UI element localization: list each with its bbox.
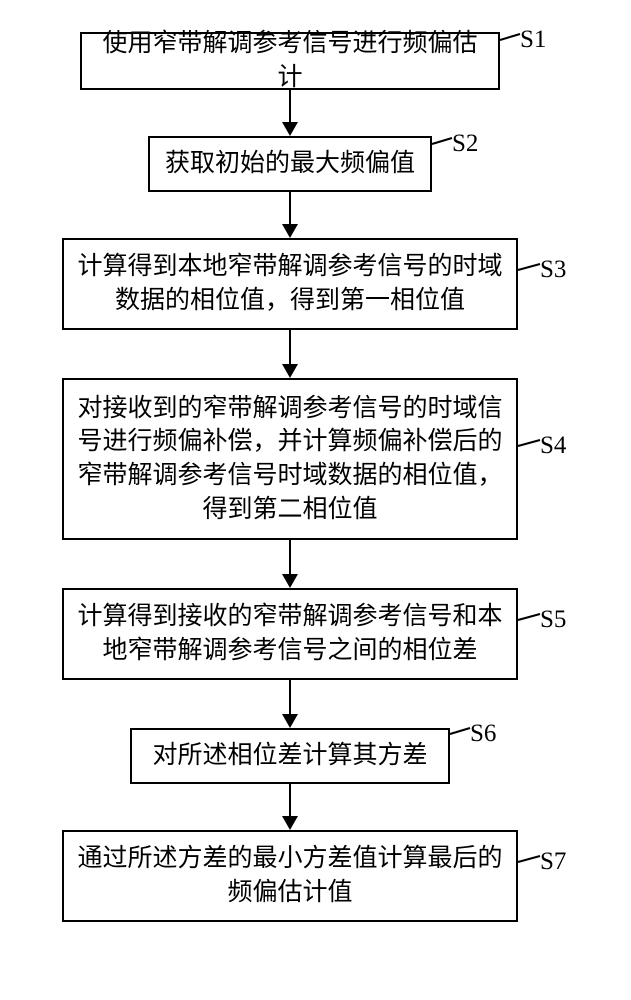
flow-node-s2-text: 获取初始的最大频偏值 bbox=[160, 147, 420, 181]
flow-label-s5: S5 bbox=[540, 606, 566, 634]
arrow-s4-s5-head bbox=[282, 574, 298, 588]
flow-node-s4: 对接收到的窄带解调参考信号的时域信号进行频偏补偿，并计算频偏补偿后的窄带解调参考… bbox=[62, 378, 518, 540]
flow-label-s6: S6 bbox=[470, 720, 496, 748]
connector-s1 bbox=[500, 34, 520, 40]
flow-label-s2: S2 bbox=[452, 130, 478, 158]
flow-node-s5: 计算得到接收的窄带解调参考信号和本地窄带解调参考信号之间的相位差 bbox=[62, 588, 518, 680]
arrow-s1-s2-line bbox=[289, 90, 291, 122]
connector-s5 bbox=[518, 614, 540, 620]
flow-node-s4-text: 对接收到的窄带解调参考信号的时域信号进行频偏补偿，并计算频偏补偿后的窄带解调参考… bbox=[74, 392, 506, 527]
arrow-s5-s6-head bbox=[282, 714, 298, 728]
connector-s7 bbox=[518, 856, 540, 862]
flow-node-s6: 对所述相位差计算其方差 bbox=[130, 728, 450, 784]
flow-label-s1: S1 bbox=[520, 26, 546, 54]
arrow-s2-s3-head bbox=[282, 224, 298, 238]
arrow-s1-s2-head bbox=[282, 122, 298, 136]
flow-node-s7: 通过所述方差的最小方差值计算最后的频偏估计值 bbox=[62, 830, 518, 922]
arrow-s3-s4-line bbox=[289, 330, 291, 364]
flow-node-s3-text: 计算得到本地窄带解调参考信号的时域数据的相位值，得到第一相位值 bbox=[74, 250, 506, 318]
arrow-s2-s3-line bbox=[289, 192, 291, 224]
arrow-s6-s7-head bbox=[282, 816, 298, 830]
flow-node-s1-text: 使用窄带解调参考信号进行频偏估计 bbox=[92, 27, 488, 95]
flow-label-s7: S7 bbox=[540, 848, 566, 876]
flow-node-s7-text: 通过所述方差的最小方差值计算最后的频偏估计值 bbox=[74, 842, 506, 910]
flow-node-s2: 获取初始的最大频偏值 bbox=[148, 136, 432, 192]
connector-s4 bbox=[518, 440, 540, 446]
arrow-s5-s6-line bbox=[289, 680, 291, 714]
flow-node-s6-text: 对所述相位差计算其方差 bbox=[142, 739, 438, 773]
flowchart-canvas: 使用窄带解调参考信号进行频偏估计 S1 获取初始的最大频偏值 S2 计算得到本地… bbox=[0, 0, 631, 1000]
connector-s2 bbox=[432, 138, 452, 144]
flow-node-s1: 使用窄带解调参考信号进行频偏估计 bbox=[80, 32, 500, 90]
flow-label-s3: S3 bbox=[540, 256, 566, 284]
flow-node-s5-text: 计算得到接收的窄带解调参考信号和本地窄带解调参考信号之间的相位差 bbox=[74, 600, 506, 668]
connector-s3 bbox=[518, 264, 540, 270]
arrow-s4-s5-line bbox=[289, 540, 291, 574]
connector-s6 bbox=[450, 728, 470, 734]
arrow-s6-s7-line bbox=[289, 784, 291, 816]
flow-node-s3: 计算得到本地窄带解调参考信号的时域数据的相位值，得到第一相位值 bbox=[62, 238, 518, 330]
arrow-s3-s4-head bbox=[282, 364, 298, 378]
flow-label-s4: S4 bbox=[540, 432, 566, 460]
